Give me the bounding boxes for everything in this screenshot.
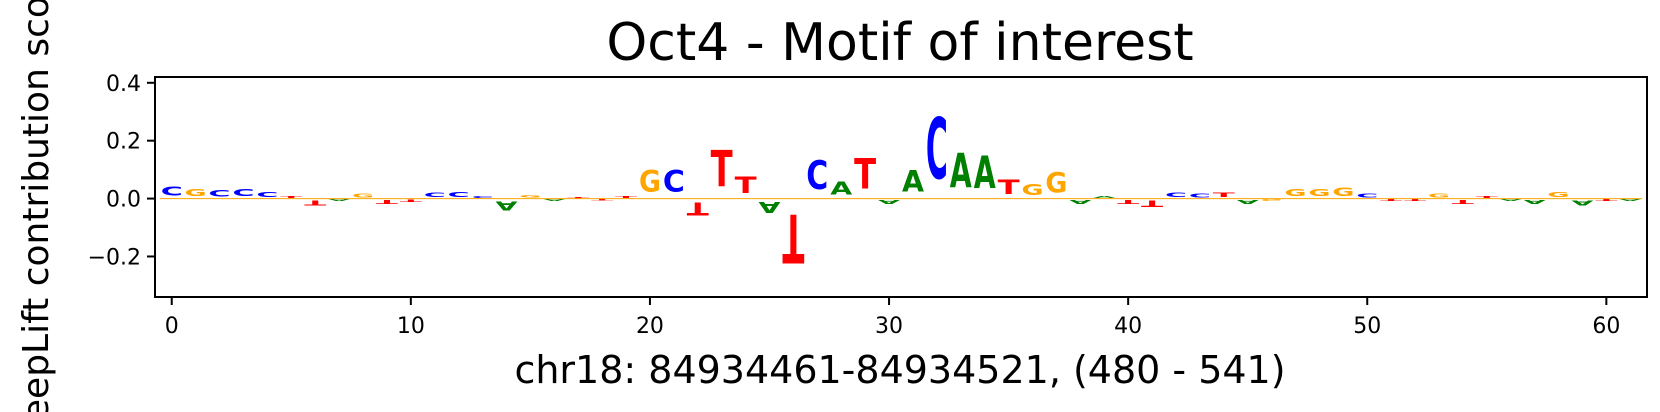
logo-letter-T: T — [1595, 199, 1618, 202]
logo-letter-C: C — [232, 187, 254, 199]
y-tick-label: 0.4 — [106, 72, 141, 97]
logo-letter-T: T — [376, 198, 398, 204]
logo-letter-G: G — [185, 187, 207, 199]
logo-letter-T: T — [567, 197, 590, 198]
logo-letter-A: A — [1571, 199, 1593, 208]
logo-letter-T: T — [280, 196, 303, 199]
logo-letter-T: T — [400, 198, 422, 202]
logo-letter-A: A — [1619, 199, 1642, 202]
logo-letter-G: G — [1332, 186, 1354, 199]
logo-letter-T: T — [735, 172, 757, 199]
logo-letter-A: A — [830, 178, 853, 199]
logo-letter-A: A — [974, 146, 996, 198]
y-tick-label: 0.2 — [106, 130, 141, 155]
plot-area-frame — [154, 76, 1648, 298]
logo-letter-T: T — [854, 149, 876, 198]
x-tick-label: 30 — [875, 314, 903, 339]
logo-letter-T: T — [998, 176, 1021, 199]
logo-letter-T: T — [782, 198, 804, 276]
logo-letter-C: C — [806, 153, 828, 199]
logo-letter-C: C — [161, 185, 183, 199]
x-tick-label: 20 — [636, 314, 664, 339]
logo-letter-G: G — [1022, 182, 1044, 199]
logo-letter-G: G — [1548, 190, 1570, 199]
x-tick-label: 60 — [1592, 314, 1620, 339]
y-tick-label: 0.0 — [106, 188, 141, 213]
logo-letter-C: C — [1165, 192, 1187, 199]
logo-letter-T: T — [687, 198, 709, 218]
logo-letter-T: T — [591, 199, 614, 200]
logo-letter-T: T — [1452, 198, 1474, 204]
logo-letter-G: G — [1261, 199, 1283, 202]
logo-letter-A: A — [495, 198, 517, 212]
logo-letter-T: T — [615, 196, 638, 199]
x-tick-label: 40 — [1114, 314, 1142, 339]
y-tick-label: −0.2 — [88, 245, 141, 270]
logo-letter-A: A — [1237, 199, 1259, 205]
logo-letter-G: G — [1308, 187, 1330, 199]
logo-letter-C: C — [448, 190, 470, 198]
y-axis-label: DeepLift contribution scores — [16, 0, 57, 412]
logo-letter-A: A — [543, 199, 566, 202]
logo-letter-G: G — [1285, 187, 1307, 199]
logo-letter-A: A — [902, 164, 924, 199]
logo-letter-T: T — [1404, 199, 1427, 202]
logo-letter-A: A — [950, 145, 972, 199]
logo-letter-T: T — [711, 140, 733, 198]
logo-letter-C: C — [424, 192, 446, 199]
chart-title: Oct4 - Motif of interest — [606, 13, 1193, 73]
logo-letter-A: A — [878, 199, 900, 205]
logo-letter-A: A — [1524, 199, 1546, 205]
x-tick-label: 0 — [165, 314, 179, 339]
logo-letter-C: C — [472, 196, 494, 199]
logo-letter-T: T — [1476, 196, 1499, 199]
logo-letter-G: G — [639, 164, 661, 199]
logo-letter-A: A — [328, 199, 351, 202]
logo-letter-T: T — [1141, 198, 1163, 208]
logo-letter-C: C — [1356, 193, 1378, 199]
logo-letter-T: T — [304, 198, 326, 207]
x-tick-label: 10 — [397, 314, 425, 339]
logo-letter-G: G — [519, 194, 541, 198]
logo-letter-A: A — [1500, 199, 1523, 202]
logo-letter-G: G — [1428, 193, 1450, 199]
axis-ticks: 0 10 20 30 40 50 60 −0.2 0.0 0.2 0.4 — [88, 72, 1621, 339]
x-axis-label: chr18: 84934461-84934521, (480 - 541) — [514, 348, 1285, 392]
logo-letter-G: G — [1045, 168, 1067, 199]
logo-letter-T: T — [1213, 191, 1235, 198]
logo-letter-T: T — [1117, 198, 1139, 204]
logo-letter-A: A — [1069, 199, 1091, 205]
logo-letter-C: C — [256, 190, 278, 198]
logo-letter-C: C — [663, 165, 685, 200]
logo-letter-C: C — [926, 100, 948, 199]
logo-letter-T: T — [1380, 199, 1403, 202]
logo-letter-A: A — [758, 198, 781, 215]
x-tick-label: 50 — [1353, 314, 1381, 339]
logo-letter-G: G — [352, 193, 374, 199]
logo-letter-C: C — [209, 189, 231, 199]
logo-letter-A: A — [1093, 196, 1116, 199]
logo-letter-C: C — [1189, 193, 1211, 199]
